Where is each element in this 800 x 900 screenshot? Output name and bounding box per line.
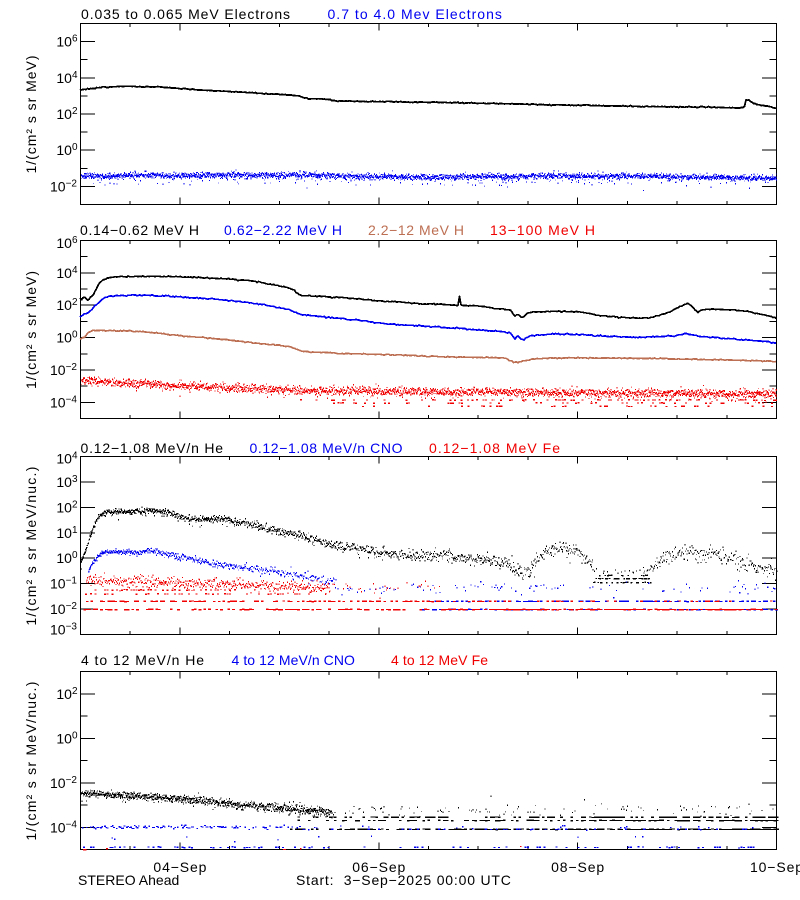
svg-text:1/(cm² s sr MeV/nuc.): 1/(cm² s sr MeV/nuc.)	[23, 680, 39, 840]
svg-text:0.7 to 4.0 Mev Electrons: 0.7 to 4.0 Mev Electrons	[328, 6, 503, 22]
svg-text:0.62−2.22 MeV H: 0.62−2.22 MeV H	[224, 222, 343, 238]
svg-text:0.12−1.08 MeV/n He: 0.12−1.08 MeV/n He	[81, 440, 224, 456]
svg-text:2.2−12 MeV H: 2.2−12 MeV H	[368, 222, 465, 238]
svg-text:10−Sep: 10−Sep	[750, 859, 800, 875]
svg-text:4 to 12 MeV/n CNO: 4 to 12 MeV/n CNO	[232, 652, 356, 668]
svg-text:4 to 12 MeV Fe: 4 to 12 MeV Fe	[391, 652, 488, 668]
svg-text:13−100 MeV H: 13−100 MeV H	[490, 222, 596, 238]
svg-text:4 to 12 MeV/n He: 4 to 12 MeV/n He	[81, 652, 205, 668]
svg-text:1/(cm² s sr MeV): 1/(cm² s sr MeV)	[23, 55, 39, 174]
svg-text:08−Sep: 08−Sep	[551, 859, 605, 875]
svg-text:06−Sep: 06−Sep	[352, 859, 406, 875]
svg-text:Start: 3−Sep−2025 00:00 UTC: Start: 3−Sep−2025 00:00 UTC	[296, 872, 512, 888]
svg-text:04−Sep: 04−Sep	[153, 859, 207, 875]
svg-text:0.035 to 0.065 MeV Electrons: 0.035 to 0.065 MeV Electrons	[81, 6, 291, 22]
svg-text:STEREO Ahead: STEREO Ahead	[78, 872, 179, 888]
svg-text:0.12−1.08 MeV/n CNO: 0.12−1.08 MeV/n CNO	[250, 440, 404, 456]
svg-text:0.14−0.62 MeV H: 0.14−0.62 MeV H	[80, 222, 200, 238]
svg-text:1/(cm² s sr MeV): 1/(cm² s sr MeV)	[23, 270, 39, 389]
svg-text:0.12−1.08 MeV Fe: 0.12−1.08 MeV Fe	[429, 440, 561, 456]
svg-text:1/(cm² s sr MeV/nuc.): 1/(cm² s sr MeV/nuc.)	[23, 465, 39, 625]
